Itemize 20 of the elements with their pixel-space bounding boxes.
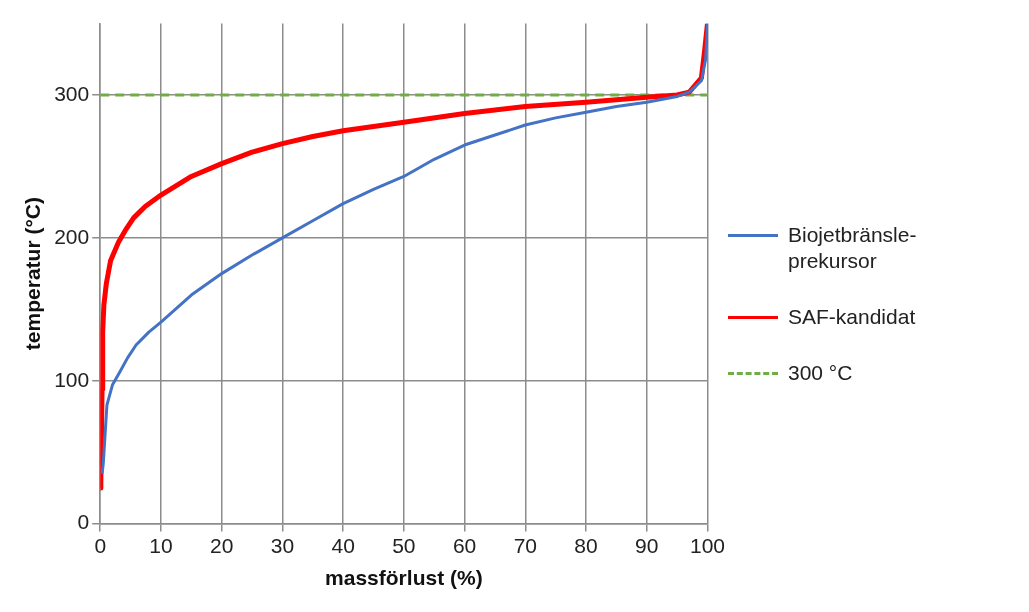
legend-label: Biojetbränsle-prekursor [788, 222, 918, 274]
y-tick-label: 100 [54, 367, 90, 391]
x-tick-label: 100 [689, 534, 725, 557]
x-tick-label: 60 [452, 534, 477, 557]
x-tick-label: 50 [392, 534, 416, 557]
legend-label: 300 °C [788, 360, 854, 386]
x-tick-label: 0 [94, 534, 107, 557]
x-tick-label: 20 [210, 534, 234, 557]
y-axis-title: temperatur (°C) [21, 197, 45, 351]
y-tick-label: 300 [54, 81, 90, 105]
x-tick-label: 40 [331, 534, 355, 557]
x-tick-label: 30 [270, 534, 295, 557]
x-tick-label: 90 [635, 534, 659, 557]
y-tick-label: 200 [54, 224, 90, 248]
x-tick-label: 10 [149, 534, 173, 557]
x-axis-title: massförlust (%) [325, 566, 483, 590]
x-tick-label: 70 [513, 534, 537, 557]
y-tick-label: 0 [77, 510, 90, 534]
x-tick-label: 80 [574, 534, 598, 557]
legend-label: SAF-kandidat [788, 304, 917, 330]
